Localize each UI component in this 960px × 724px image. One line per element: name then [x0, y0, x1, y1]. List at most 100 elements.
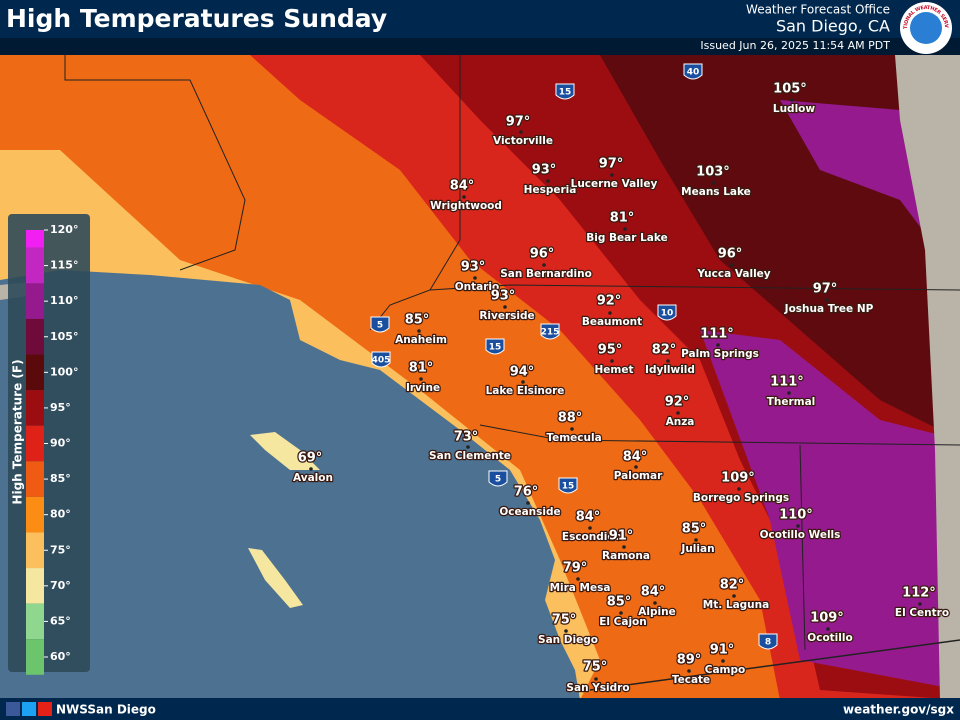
city-temp: 82° [720, 578, 745, 593]
youtube-icon[interactable] [38, 702, 52, 716]
city-name: Ocotillo [807, 632, 852, 644]
low-desert-zone [700, 330, 960, 690]
city-name: Victorville [493, 135, 553, 147]
purple-zone [780, 100, 930, 240]
cities: 97° Victorville 93° Hesperia 97° Lucerne Vall… [292, 80, 951, 695]
interstate-number: 5 [495, 475, 501, 485]
city-temp: 89° [677, 653, 702, 668]
city-dot [608, 311, 612, 315]
interstate-shield: 10 [657, 304, 677, 321]
city-name: Wrightwood [430, 200, 502, 212]
city: 75° San Ysidro [565, 658, 631, 695]
city: 111° Palm Springs [680, 325, 760, 361]
interstate-number: 10 [661, 309, 674, 319]
city-temp: 75° [552, 613, 577, 628]
city-dot [588, 526, 592, 530]
city-dot [622, 545, 626, 549]
city: 110° Ocotillo Wells [758, 506, 841, 542]
city: 97° Lucerne Valley [569, 155, 658, 191]
city-dot [732, 594, 736, 598]
city: 91° Campo [704, 641, 747, 677]
interstate-number: 15 [489, 343, 502, 353]
legend-tick-label: 105° [50, 330, 78, 343]
city: 84° Alpine [637, 583, 677, 619]
city-dot [542, 263, 546, 267]
city-name: Ludlow [773, 103, 815, 115]
city-name: Irvine [406, 382, 440, 394]
legend-band [26, 532, 44, 569]
interstate-number: 8 [765, 638, 771, 648]
city-temp: 95° [598, 343, 623, 358]
interstate-shield: 40 [683, 63, 703, 80]
city-name: Lake Elsinore [486, 385, 565, 397]
city-name: Lucerne Valley [571, 178, 658, 190]
legend-title: High Temperature (F) [11, 359, 25, 504]
city-dot [526, 501, 530, 505]
city-temp: 88° [558, 411, 583, 426]
city: 79° Mira Mesa [548, 559, 611, 595]
website[interactable]: weather.gov/sgx [843, 703, 954, 717]
shield-shape [370, 316, 390, 333]
city: 97° Joshua Tree NP [782, 280, 874, 316]
logo-center [910, 12, 942, 44]
city-name: Tecate [672, 674, 710, 686]
city: 85° Anaheim [394, 311, 448, 347]
city-dot [787, 391, 791, 395]
city-dot [790, 98, 794, 102]
city: 103° Means Lake [680, 163, 752, 199]
interstate-shield: 5 [370, 316, 390, 333]
city-temp: 94° [510, 365, 535, 380]
city-name: Beaumont [582, 316, 642, 328]
city-dot [619, 611, 623, 615]
city-name: Joshua Tree NP [784, 303, 874, 315]
legend-tick-label: 120° [50, 223, 78, 236]
city-dot [594, 677, 598, 681]
twitter-icon[interactable] [22, 702, 36, 716]
city: 84° Escondido [561, 508, 624, 544]
interstate-number: 15 [559, 88, 572, 98]
legend-band [26, 230, 44, 248]
city-name: Campo [705, 664, 745, 676]
interstate-shield: 215 [540, 323, 560, 340]
city: 93° Ontario [454, 258, 501, 294]
county-line [64, 55, 246, 271]
city-dot [519, 130, 523, 134]
city-dot [666, 359, 670, 363]
city-name: Hesperia [524, 184, 577, 196]
social-handle[interactable]: NWSSan Diego [56, 703, 156, 717]
city-temp: 93° [461, 260, 486, 275]
facebook-icon[interactable] [6, 702, 20, 716]
city-temp: 111° [770, 375, 804, 390]
shield-shape [657, 304, 677, 321]
city: 69° Avalon [292, 449, 334, 485]
legend-band [26, 603, 44, 640]
outside-area [895, 55, 960, 700]
city-temp: 85° [607, 595, 632, 610]
city: 85° Julian [679, 520, 716, 556]
city-name: Palm Springs [681, 348, 759, 360]
border-line [589, 639, 960, 691]
city-temp: 82° [652, 343, 677, 358]
city-dot [309, 467, 313, 471]
legend-tick-label: 85° [50, 472, 71, 485]
shield-shape [540, 323, 560, 340]
city-name: Anaheim [395, 334, 447, 346]
legend-band [26, 639, 44, 675]
city-dot [737, 487, 741, 491]
city-dot [730, 263, 734, 267]
city-dot [716, 343, 720, 347]
city-name: Mt. Laguna [703, 599, 769, 611]
city-temp: 91° [609, 529, 634, 544]
legend-tick-label: 80° [50, 508, 71, 521]
city-temp: 84° [641, 585, 666, 600]
city: 109° Ocotillo [806, 609, 854, 645]
city-name: Borrego Springs [693, 492, 789, 504]
legend-tick-label: 110° [50, 294, 78, 307]
city-dot [653, 601, 657, 605]
city-name: San Clemente [429, 450, 511, 462]
city-dot [417, 329, 421, 333]
city-temp: 85° [405, 313, 430, 328]
city-dot [634, 465, 638, 469]
office: Weather Forecast Office [746, 3, 890, 17]
